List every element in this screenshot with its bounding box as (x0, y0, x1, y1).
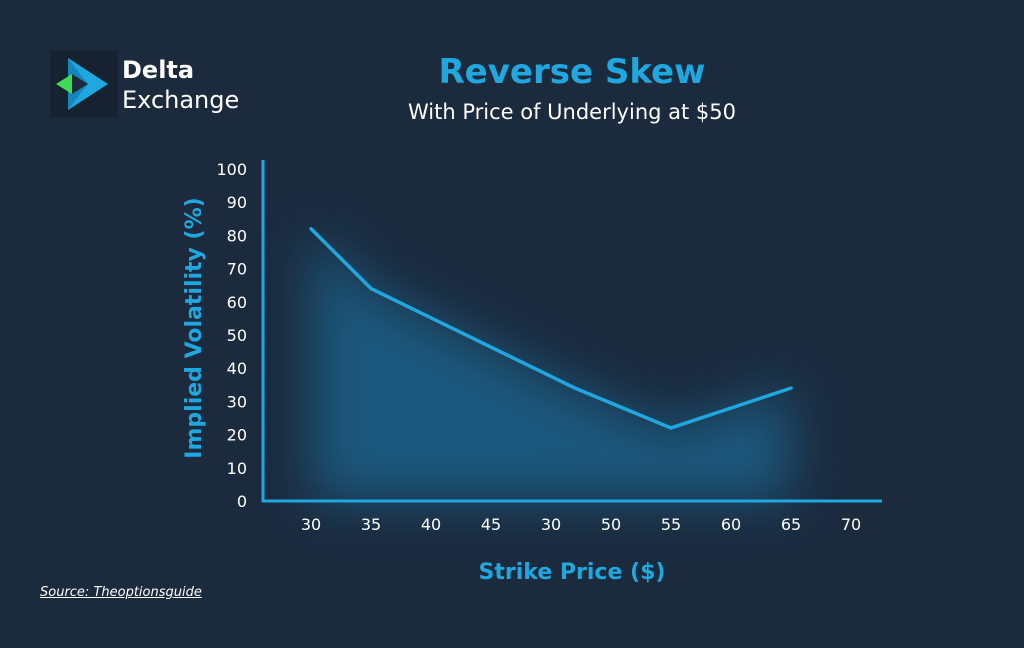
series-line (309, 227, 793, 430)
brand-name-line2: Exchange (122, 86, 240, 114)
source-note: Source: Theoptionsguide (40, 585, 202, 600)
y-axis-ticks: 0 10 20 30 40 50 60 70 80 90 100 (216, 160, 247, 511)
x-tick-label: 50 (601, 515, 621, 534)
area-glow (311, 228, 791, 501)
y-tick-label: 100 (216, 160, 247, 179)
y-tick-label: 50 (227, 326, 247, 345)
y-tick-label: 80 (227, 226, 247, 245)
brand-name-line1: Delta (122, 56, 195, 84)
y-axis-label: Implied Volatility (%) (182, 197, 207, 458)
x-tick-label: 30 (541, 515, 561, 534)
chart-title: Reverse Skew (438, 52, 706, 92)
y-tick-label: 20 (227, 426, 247, 445)
y-tick-label: 10 (227, 459, 247, 478)
y-tick-label: 90 (227, 193, 247, 212)
y-tick-label: 0 (237, 492, 247, 511)
y-tick-label: 70 (227, 260, 247, 279)
x-axis-ticks: 30 35 40 45 30 50 55 60 65 70 (301, 515, 861, 534)
brand-logo: Delta Exchange (50, 50, 270, 120)
delta-exchange-logo-icon (50, 50, 118, 118)
y-tick-label: 60 (227, 293, 247, 312)
x-tick-label: 35 (361, 515, 381, 534)
x-tick-label: 65 (781, 515, 801, 534)
y-tick-label: 30 (227, 392, 247, 411)
x-tick-label: 45 (481, 515, 501, 534)
x-tick-label: 55 (661, 515, 681, 534)
x-tick-label: 30 (301, 515, 321, 534)
chart-subtitle: With Price of Underlying at $50 (407, 100, 736, 124)
x-axis-label: Strike Price ($) (479, 560, 666, 585)
x-tick-label: 70 (841, 515, 861, 534)
y-tick-label: 40 (227, 359, 247, 378)
x-tick-label: 60 (721, 515, 741, 534)
x-tick-label: 40 (421, 515, 441, 534)
